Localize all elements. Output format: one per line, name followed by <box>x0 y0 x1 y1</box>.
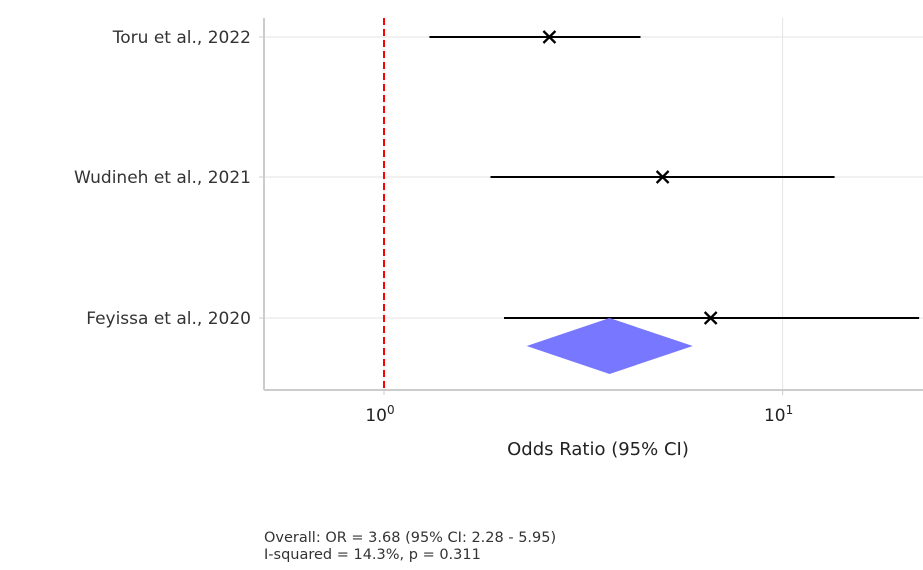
study-or-marker <box>542 30 557 44</box>
marker-stroke <box>655 170 670 184</box>
overall-diamond <box>526 318 693 374</box>
summary-line-heterogeneity: I-squared = 14.3%, p = 0.311 <box>264 547 481 563</box>
x-axis-label: Odds Ratio (95% CI) <box>507 439 689 460</box>
x-tick-label: 100 <box>365 403 394 426</box>
study-or-marker <box>655 170 670 184</box>
study-label: Feyissa et al., 2020 <box>86 309 251 329</box>
marker-stroke <box>703 311 718 325</box>
study-or-marker <box>703 311 718 325</box>
marker-stroke <box>542 30 557 44</box>
summary-line-overall: Overall: OR = 3.68 (95% CI: 2.28 - 5.95) <box>264 530 557 546</box>
study-label: Toru et al., 2022 <box>112 28 251 48</box>
study-label: Wudineh et al., 2021 <box>74 168 251 188</box>
axes-layer <box>259 18 923 395</box>
x-tick-label: 101 <box>764 403 793 426</box>
study-layer <box>429 30 920 374</box>
label-layer: Toru et al., 2022 Wudineh et al., 2021 Fey… <box>74 28 793 426</box>
